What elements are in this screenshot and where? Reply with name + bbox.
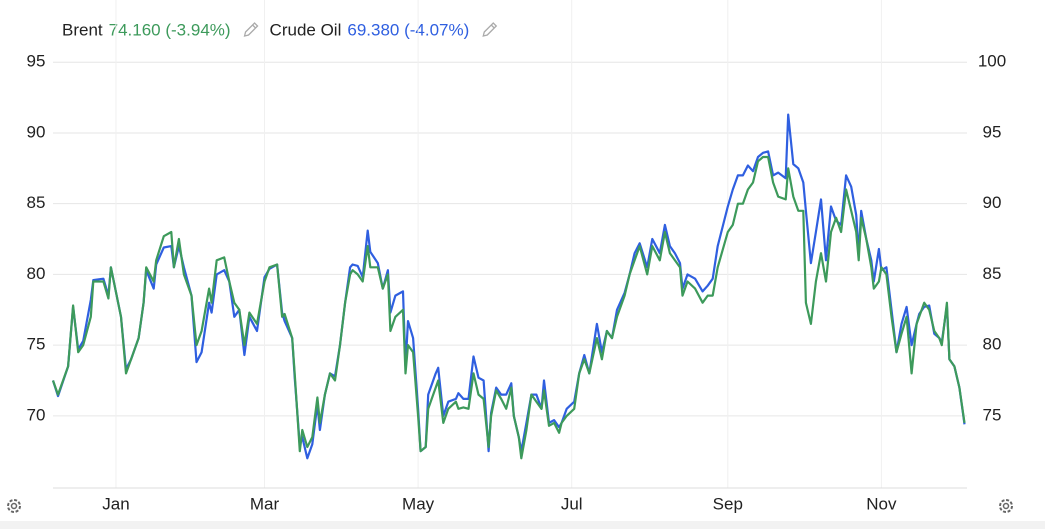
settings-right[interactable] bbox=[999, 499, 1013, 513]
y2-tick-label: 80 bbox=[983, 335, 1002, 354]
series-line bbox=[51, 155, 966, 460]
gear bbox=[999, 499, 1013, 513]
pencil bbox=[482, 22, 498, 37]
y-tick-label: 75 bbox=[27, 335, 46, 354]
x-tick-label: Jan bbox=[102, 494, 129, 513]
x-tick-label: May bbox=[402, 494, 435, 513]
y2-tick-label: 95 bbox=[983, 122, 1002, 141]
edit-icon[interactable] bbox=[243, 22, 259, 37]
legend-name: Crude Oil bbox=[270, 20, 342, 39]
settings-left[interactable] bbox=[7, 499, 21, 513]
x-tick-label: Mar bbox=[250, 494, 280, 513]
edit-icon[interactable] bbox=[482, 22, 498, 37]
gear bbox=[7, 499, 21, 513]
gear-hub bbox=[1002, 502, 1010, 510]
y-tick-label: 95 bbox=[27, 52, 46, 71]
x-tick-label: Sep bbox=[713, 494, 743, 513]
footer-strip bbox=[0, 521, 1045, 529]
y2-tick-label: 100 bbox=[978, 52, 1006, 71]
y-tick-label: 70 bbox=[27, 405, 46, 424]
gear-hub bbox=[10, 502, 18, 510]
y-tick-label: 80 bbox=[27, 264, 46, 283]
y2-tick-label: 85 bbox=[983, 264, 1002, 283]
y-tick-label: 85 bbox=[27, 193, 46, 212]
pencil bbox=[243, 22, 259, 37]
legend-value: 69.380 (-4.07%) bbox=[347, 20, 469, 39]
legend-name: Brent bbox=[62, 20, 103, 39]
x-tick-label: Nov bbox=[866, 494, 897, 513]
y2-tick-label: 75 bbox=[983, 405, 1002, 424]
y-tick-label: 90 bbox=[27, 122, 46, 141]
x-tick-label: Jul bbox=[561, 494, 583, 513]
y2-tick-label: 90 bbox=[983, 193, 1002, 212]
legend-value: 74.160 (-3.94%) bbox=[109, 20, 231, 39]
legend: Brent 74.160 (-3.94%) Crude Oil 69.380 (-4.… bbox=[62, 20, 498, 39]
